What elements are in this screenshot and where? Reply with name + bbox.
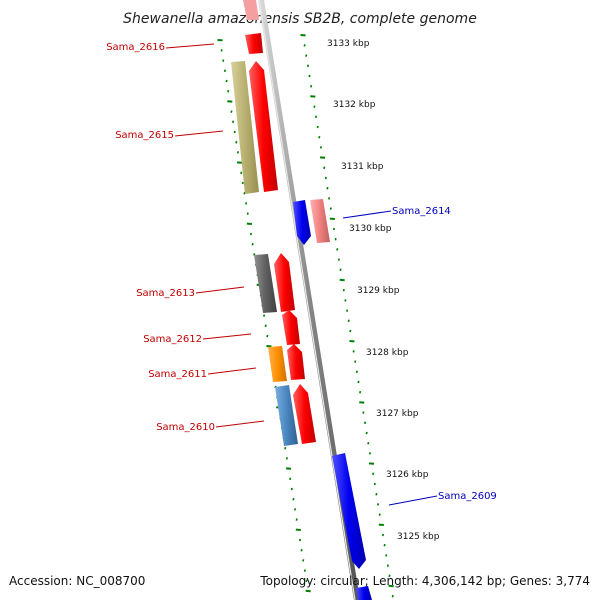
- leader-line: [207, 367, 257, 375]
- cog-sama-2610[interactable]: [275, 385, 298, 446]
- gene-sama-2609[interactable]: [332, 453, 366, 569]
- leader-line: [202, 333, 252, 340]
- kbp-label: 3125 kbp: [397, 532, 440, 542]
- kbp-label: 3130 kbp: [349, 224, 392, 234]
- cog-sama-2613[interactable]: [254, 254, 277, 313]
- gene-sama-2614[interactable]: [293, 200, 311, 245]
- gene-label-sama-2614[interactable]: Sama_2614: [392, 206, 451, 217]
- leader-line: [215, 420, 265, 428]
- kbp-label: 3129 kbp: [357, 286, 400, 296]
- forward-genes: [243, 0, 316, 444]
- leader-line: [342, 210, 392, 219]
- kbp-label: 3133 kbp: [327, 39, 370, 49]
- cog-sama-2614[interactable]: [310, 199, 330, 243]
- gene-sama-2612[interactable]: [282, 310, 300, 345]
- kbp-labels: 3133 kbp 3132 kbp 3131 kbp 3130 kbp 3129…: [327, 39, 440, 542]
- cog-sama-2615[interactable]: [231, 61, 259, 194]
- gene-label-sama-2613[interactable]: Sama_2613: [136, 288, 195, 299]
- gene-label-sama-2610[interactable]: Sama_2610: [156, 422, 215, 433]
- kbp-label: 3126 kbp: [386, 470, 429, 480]
- backbone-highlight: [258, 0, 356, 600]
- genome-stats-text: Topology: circular; Length: 4,306,142 bp…: [260, 574, 590, 588]
- gene-label-sama-2615[interactable]: Sama_2615: [115, 130, 174, 141]
- leader-line: [195, 286, 245, 294]
- gene-label-sama-2616[interactable]: Sama_2616: [106, 42, 165, 53]
- cog-sama-2611[interactable]: [268, 346, 287, 382]
- gene-sama-2613[interactable]: [274, 253, 295, 312]
- right-gene-labels: Sama_2614 Sama_2609: [342, 206, 497, 506]
- gene-label-sama-2612[interactable]: Sama_2612: [143, 334, 202, 345]
- cog-blocks: [231, 61, 330, 446]
- left-gene-labels: Sama_2616 Sama_2615 Sama_2613 Sama_2612 …: [106, 42, 265, 433]
- leader-line: [165, 43, 215, 49]
- leader-line: [388, 495, 438, 506]
- map-title: Shewanella amazonensis SB2B, complete ge…: [123, 11, 477, 27]
- accession-text: Accession: NC_008700: [9, 574, 146, 588]
- reverse-genes: [293, 200, 372, 600]
- gene-sama-2615[interactable]: [249, 61, 278, 192]
- leader-line: [174, 130, 224, 137]
- gene-sama-2616[interactable]: [245, 33, 263, 54]
- gene-sama-2616-top[interactable]: [243, 0, 259, 20]
- kbp-label: 3127 kbp: [376, 409, 419, 419]
- kbp-label: 3128 kbp: [366, 348, 409, 358]
- gene-label-sama-2611[interactable]: Sama_2611: [148, 369, 207, 380]
- kbp-label: 3131 kbp: [341, 162, 384, 172]
- gene-next-bottom[interactable]: [356, 586, 372, 600]
- gene-label-sama-2609[interactable]: Sama_2609: [438, 491, 497, 502]
- gene-sama-2611[interactable]: [287, 344, 305, 380]
- kbp-label: 3132 kbp: [333, 100, 376, 110]
- gene-sama-2610[interactable]: [293, 384, 316, 444]
